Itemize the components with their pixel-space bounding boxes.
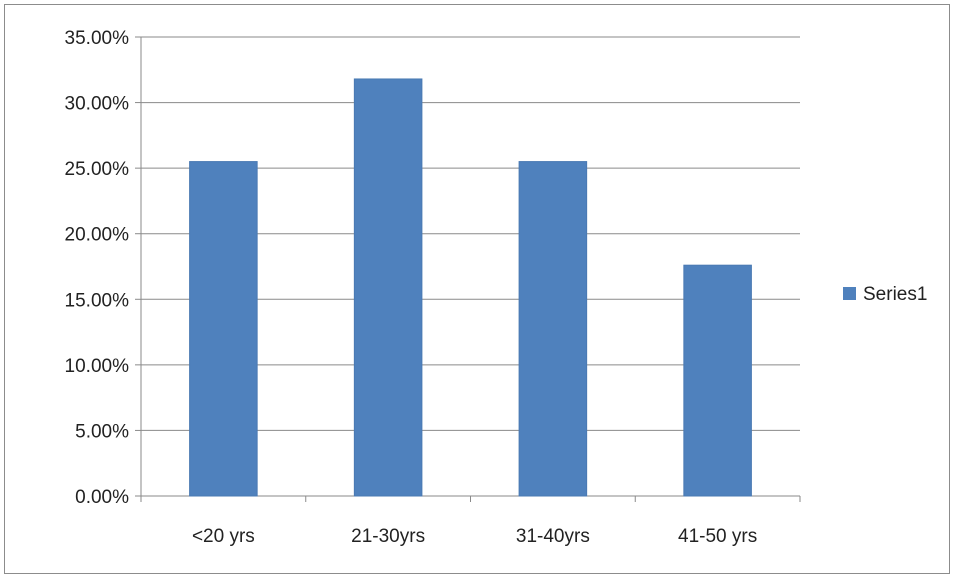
bar [353, 78, 423, 497]
legend-swatch [843, 287, 856, 300]
y-tick-label: 15.00% [65, 290, 130, 311]
x-tick-label: 21-30yrs [351, 526, 425, 547]
y-tick-label: 30.00% [65, 94, 130, 115]
x-tick-label: 41-50 yrs [678, 526, 757, 547]
bar [518, 161, 588, 497]
bar [189, 161, 258, 497]
x-tick-label: 31-40yrs [516, 526, 590, 547]
x-tick-label: <20 yrs [192, 526, 255, 547]
y-tick-label: 20.00% [65, 225, 130, 246]
y-tick-label: 0.00% [75, 487, 129, 508]
bars [189, 78, 752, 497]
legend-label: Series1 [863, 284, 927, 305]
y-tick-label: 25.00% [65, 159, 130, 180]
bar [683, 264, 752, 497]
legend: Series1 [843, 284, 927, 305]
y-axis: 0.00% 5.00% 10.00% 15.00% 20.00% 25.00% 30.00%… [65, 28, 142, 508]
chart-frame [4, 4, 950, 574]
y-tick-label: 35.00% [65, 28, 130, 49]
y-tick-label: 10.00% [65, 356, 130, 377]
y-tick-label: 5.00% [75, 421, 129, 442]
x-axis: <20 yrs 21-30yrs 31-40yrs 41-50 yrs [140, 495, 801, 547]
